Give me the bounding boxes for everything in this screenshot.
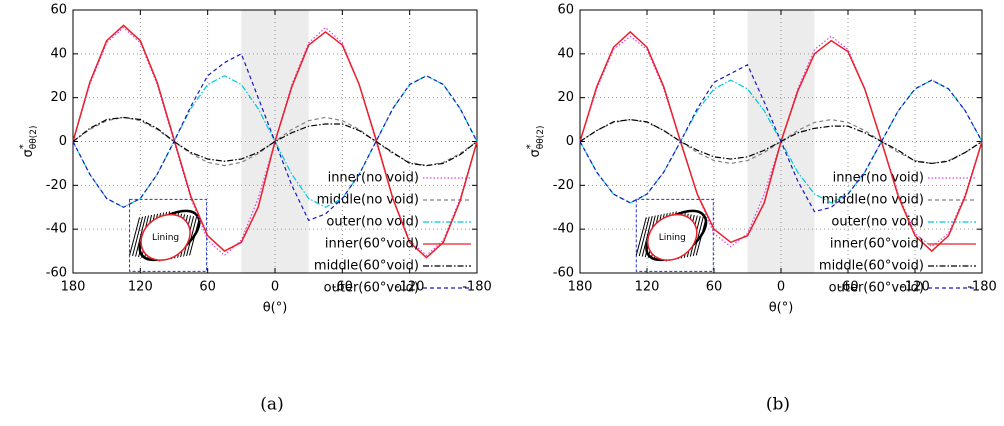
y-tick-label: -20 [46,178,67,193]
inset-hatch [635,217,647,256]
x-tick-label: 60 [199,280,216,295]
x-tick-label: -180 [967,280,997,295]
y-axis-label: σ*θθ(2) [525,125,546,157]
x-tick-label: -180 [462,280,492,295]
y-tick-label: -20 [553,178,574,193]
legend-label: outer(60°void) [324,281,419,296]
legend-label: inner(no void) [833,171,924,186]
x-tick-label: -60 [332,280,353,295]
x-axis-label: θ(°) [769,301,794,316]
y-tick-label: 0 [566,134,574,149]
y-axis-label-sup: * [525,144,536,149]
inset: Lining [635,198,714,272]
x-tick-label: -120 [900,280,930,295]
inset: Lining [129,198,208,272]
x-tick-label: 0 [777,280,785,295]
inset-lining [647,213,698,261]
legend-label: inner(60°void) [830,237,924,252]
legend-label: middle(60°void) [314,259,419,274]
y-tick-label: -40 [553,222,574,237]
x-tick-label: 180 [568,280,593,295]
legend-label: inner(no void) [328,171,419,186]
y-tick-label: 60 [557,3,574,18]
legend-label: outer(no void) [326,215,419,230]
legend-label: middle(60°void) [819,259,924,274]
y-axis-label-sup: * [18,144,29,149]
inset-hatch [641,216,653,257]
inset-frame [129,198,208,272]
x-tick-label: -120 [395,280,425,295]
inset-hatch [135,216,147,257]
y-axis-label-main: σ [528,149,543,157]
caption: (b) [766,395,790,415]
x-tick-label: 120 [635,280,660,295]
y-axis-label-sub: θθ(2) [29,125,39,149]
x-axis-label: θ(°) [263,301,288,316]
y-tick-label: -60 [553,266,574,281]
y-axis-label-main: σ [21,149,36,157]
y-tick-label: -60 [46,266,67,281]
inset-hatch [129,217,141,256]
data-line [579,63,983,213]
legend-label: middle(no void) [317,193,419,208]
inset-hatch [186,216,198,257]
y-tick-label: 60 [50,3,67,18]
x-tick-label: 60 [706,280,723,295]
y-tick-label: 40 [557,46,574,61]
y-axis-label: σ*θθ(2) [18,125,39,157]
x-tick-label: -60 [837,280,858,295]
x-tick-label: 0 [271,280,279,295]
caption: (a) [260,395,283,415]
y-tick-label: 0 [59,134,67,149]
inset-frame [635,198,714,272]
inset-hatch [132,216,144,257]
y-tick-label: 40 [50,46,67,61]
inset-hatch [638,216,650,257]
legend-label: outer(no void) [831,215,924,230]
x-tick-label: 180 [61,280,86,295]
legend-label: inner(60°void) [325,237,419,252]
y-tick-label: -40 [46,222,67,237]
y-tick-label: 20 [50,90,67,105]
inset-hatch [692,216,704,257]
data-line [72,116,478,167]
inset-lining [140,213,191,261]
legend-label: middle(no void) [822,193,924,208]
y-axis-label-sub: θθ(2) [536,125,546,149]
inset-label: Lining [152,233,179,243]
legend-label: outer(60°void) [829,281,924,296]
x-tick-label: 120 [128,280,153,295]
data-line [72,52,478,222]
y-tick-label: 20 [557,90,574,105]
inset-label: Lining [659,233,686,243]
